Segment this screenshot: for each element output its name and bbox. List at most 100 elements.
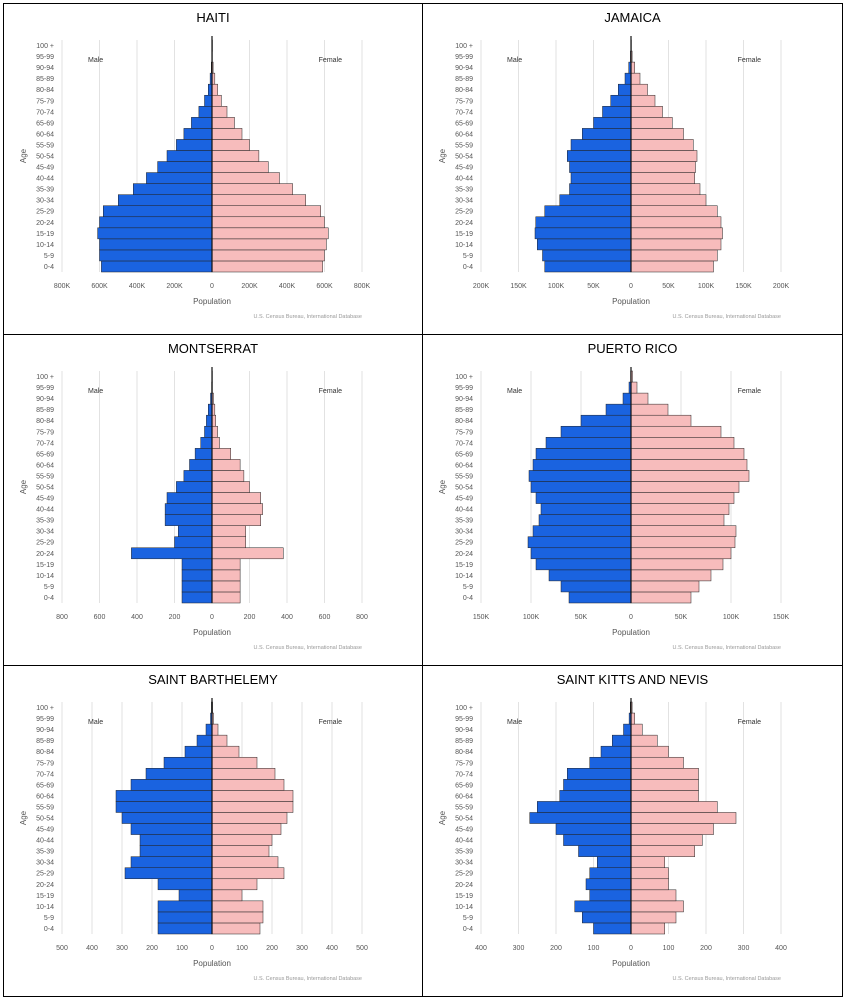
legend-male: Male — [88, 719, 103, 726]
age-tick-label: 60-64 — [455, 131, 473, 138]
male-bar — [130, 856, 213, 868]
female-bar — [630, 900, 684, 913]
male-bar — [600, 745, 632, 758]
age-tick-label: 55-59 — [36, 473, 54, 480]
legend-female: Female — [319, 388, 342, 395]
y-axis-label: Age — [438, 148, 447, 163]
x-tick-label: 400 — [86, 945, 98, 952]
female-bar — [211, 756, 258, 769]
x-tick-label: 0 — [629, 945, 633, 952]
female-bar — [211, 106, 228, 118]
female-bar — [630, 801, 718, 813]
x-tick-label: 50K — [587, 283, 600, 290]
female-bar — [630, 834, 703, 846]
x-tick-label: 300 — [296, 945, 308, 952]
age-tick-label: 5-9 — [463, 584, 473, 591]
female-bar — [630, 150, 698, 162]
x-tick-label: 0 — [210, 283, 214, 290]
age-tick-label: 25-29 — [36, 209, 54, 216]
age-tick-label: 40-44 — [36, 838, 54, 845]
age-tick-label: 65-69 — [455, 782, 473, 789]
age-tick-label: 85-89 — [36, 76, 54, 83]
age-tick-label: 45-49 — [36, 165, 54, 172]
legend-female: Female — [738, 388, 761, 395]
male-bar — [597, 856, 632, 868]
source-note: U.S. Census Bureau, International Databa… — [672, 314, 781, 320]
male-bar — [178, 525, 213, 537]
age-tick-label: 10-14 — [36, 904, 54, 911]
age-tick-label: 70-74 — [36, 440, 54, 447]
population-pyramid-saint-barthelemy: 0-4 5-9 10-14 15-19 20-24 25-29 30-34 35-39 40-4… — [19, 698, 368, 982]
age-tick-label: 60-64 — [455, 793, 473, 800]
female-bar — [211, 227, 329, 240]
age-tick-label: 65-69 — [36, 120, 54, 127]
x-tick-label: 400K — [279, 283, 296, 290]
age-tick-label: 45-49 — [455, 496, 473, 503]
female-bar — [211, 889, 243, 902]
chart-title: MONTSERRAT — [167, 341, 259, 356]
x-tick-label: 800 — [56, 614, 68, 621]
female-bar — [630, 580, 700, 593]
legend-male: Male — [507, 388, 522, 395]
age-tick-label: 85-89 — [455, 738, 473, 745]
female-bar — [630, 183, 701, 195]
age-tick-label: 90-94 — [36, 727, 54, 734]
female-bar — [630, 238, 722, 251]
age-tick-label: 40-44 — [455, 838, 473, 845]
age-tick-label: 40-44 — [455, 176, 473, 183]
population-pyramid-montserrat: 0-4 5-9 10-14 15-19 20-24 25-29 30-34 35-39 40-4… — [19, 367, 368, 651]
male-bar — [164, 503, 213, 515]
male-bar — [194, 448, 213, 460]
age-tick-label: 90-94 — [36, 65, 54, 72]
female-bar — [211, 205, 321, 218]
male-bar — [578, 845, 632, 857]
age-tick-label: 75-79 — [36, 98, 54, 105]
male-bar — [530, 547, 632, 560]
female-bar — [630, 911, 677, 924]
x-axis-label: Population — [193, 628, 231, 637]
x-tick-label: 100K — [698, 283, 715, 290]
female-bar — [630, 745, 669, 758]
female-bar — [211, 834, 273, 846]
x-tick-label: 100 — [663, 945, 675, 952]
age-tick-label: 50-54 — [36, 485, 54, 492]
female-bar — [630, 558, 724, 571]
chart-panel-haiti: HAITI 0-4 5-9 10-14 15-19 20-24 25-29 30-34 35-… — [3, 3, 423, 335]
x-tick-label: 400 — [281, 614, 293, 621]
female-bar — [211, 525, 246, 537]
x-axis-label: Population — [193, 959, 231, 968]
female-bar — [630, 569, 712, 582]
male-bar — [131, 547, 213, 560]
age-tick-label: 15-19 — [455, 562, 473, 569]
y-axis-label: Age — [19, 479, 28, 494]
legend-male: Male — [507, 719, 522, 726]
age-tick-label: 25-29 — [455, 209, 473, 216]
x-tick-label: 600K — [91, 283, 108, 290]
male-bar — [538, 514, 632, 526]
male-bar — [139, 845, 213, 857]
male-bar — [537, 238, 632, 251]
age-tick-label: 35-39 — [455, 849, 473, 856]
male-bar — [133, 183, 213, 195]
female-bar — [211, 922, 261, 935]
age-tick-label: 65-69 — [455, 120, 473, 127]
age-tick-label: 50-54 — [455, 485, 473, 492]
age-tick-label: 80-84 — [455, 418, 473, 425]
age-tick-label: 95-99 — [455, 385, 473, 392]
male-bar — [555, 823, 632, 835]
x-tick-label: 400 — [131, 614, 143, 621]
x-tick-label: 200K — [473, 283, 490, 290]
female-bar — [211, 117, 235, 129]
age-tick-label: 80-84 — [36, 418, 54, 425]
female-bar — [630, 768, 699, 780]
age-tick-label: 70-74 — [455, 109, 473, 116]
population-pyramid-haiti: 0-4 5-9 10-14 15-19 20-24 25-29 30-34 35-39 40-4… — [19, 36, 370, 320]
female-bar — [211, 139, 250, 151]
female-bar — [630, 194, 707, 206]
age-tick-label: 80-84 — [36, 749, 54, 756]
female-bar — [211, 216, 325, 229]
legend-male: Male — [507, 57, 522, 64]
male-bar — [570, 139, 632, 151]
male-bar — [535, 216, 632, 229]
chart-title: PUERTO RICO — [587, 341, 678, 356]
